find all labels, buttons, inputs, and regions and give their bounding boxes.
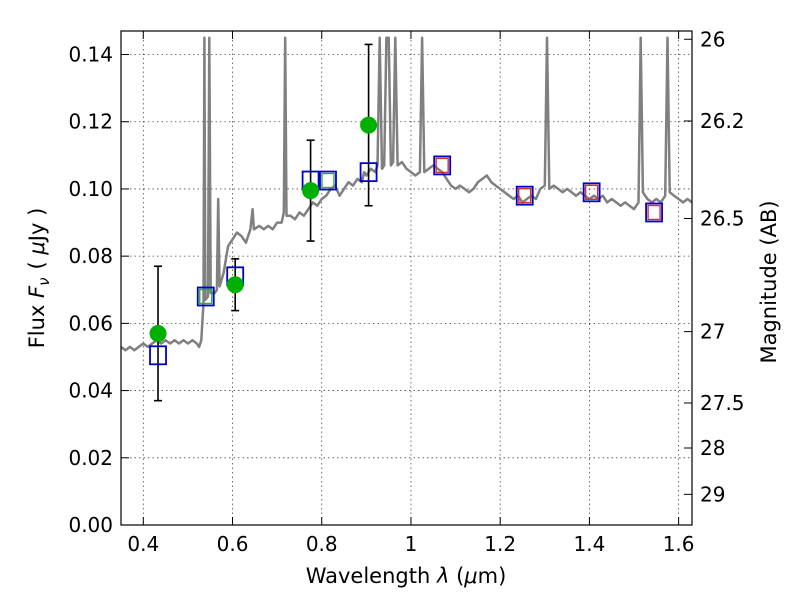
model-square-inner [647, 204, 661, 221]
y-axis-label-sub: ν [35, 277, 53, 285]
y-axis-label-unit: Jy ) [25, 208, 49, 244]
y2-tick-label: 26 [700, 27, 725, 51]
y2-tick-label: 26.2 [700, 109, 745, 133]
x-axis-label-mu: μ [463, 564, 477, 588]
x-tick-label: 0.8 [306, 532, 338, 556]
plot-background [121, 31, 692, 525]
x-tick-label: 1.6 [663, 532, 695, 556]
y2-tick-label: 27 [700, 320, 725, 344]
x-axis-label: Wavelength λ (μm) [306, 564, 507, 588]
y-tick-label: 0.02 [68, 446, 113, 470]
y2-axis-label: Magnitude (AB) [757, 200, 781, 363]
y-tick-label: 0.06 [68, 311, 113, 335]
y-tick-label: 0.10 [68, 177, 113, 201]
x-tick-label: 0.4 [127, 532, 159, 556]
model-square-inner [435, 157, 449, 174]
spectrum-layer [121, 36, 692, 352]
model-square [319, 170, 337, 191]
x-tick-label: 1.2 [484, 532, 516, 556]
y-tick-label: 0.08 [68, 244, 113, 268]
observed-point [302, 182, 320, 200]
spectrum-line [121, 36, 692, 352]
model-square [433, 155, 452, 176]
x-tick-label: 0.6 [217, 532, 249, 556]
model-square-inner [584, 184, 599, 201]
marker-layer [149, 116, 663, 366]
y-tick-label: 0.14 [68, 43, 113, 67]
model-square-inner [321, 172, 335, 189]
model-square [582, 182, 601, 203]
y-axis-label-open: ( [25, 255, 49, 270]
model-square-inner [518, 187, 532, 204]
model-square [149, 345, 167, 366]
model-square [196, 286, 215, 307]
y-tick-label: 0.12 [68, 110, 113, 134]
plot-frame [120, 30, 693, 526]
model-square-inner [199, 288, 213, 305]
y-axis-label: Flux Fν ( μJy ) [25, 208, 53, 349]
model-square [645, 202, 663, 223]
x-tick-label: 1 [405, 532, 418, 556]
x-axis-label-open: ( [449, 564, 464, 588]
y2-tick-label: 27.5 [700, 391, 745, 415]
x-axis-label-prefix: Wavelength [306, 564, 437, 588]
y-axis-label-mu: μ [25, 241, 49, 255]
model-square [359, 162, 378, 183]
observed-point [149, 324, 167, 342]
y-tick-label: 0.04 [68, 379, 113, 403]
x-axis-label-unit: m) [478, 564, 507, 588]
ticks: 0.4 0.6 0.8 1 1.2 1.4 1.6 0.00 0.02 0.04 0.06 0.08 0… [68, 27, 744, 556]
observed-point [360, 116, 378, 134]
y2-tick-label: 28 [700, 436, 725, 460]
observed-point [226, 276, 244, 294]
y-axis-label-var: F [25, 285, 49, 298]
x-tick-label: 1.4 [573, 532, 605, 556]
y2-tick-label: 29 [700, 482, 725, 506]
y-tick-label: 0.00 [68, 513, 113, 537]
y2-tick-label: 26.5 [700, 207, 745, 231]
y-axis-label-prefix: Flux [25, 298, 49, 348]
model-square [515, 185, 534, 206]
x-axis-label-var: λ [436, 564, 449, 588]
